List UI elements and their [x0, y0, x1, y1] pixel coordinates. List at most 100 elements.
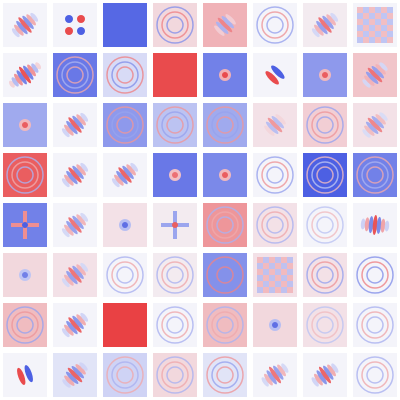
filter-tile: [103, 353, 147, 397]
filter-tile: [103, 153, 147, 197]
filter-image: [53, 53, 97, 97]
filter-tile: [103, 53, 147, 97]
filter-image: [53, 153, 97, 197]
filter-image: [353, 353, 397, 397]
filter-image: [253, 53, 297, 97]
filter-tile: [53, 353, 97, 397]
filter-image: [203, 303, 247, 347]
filter-tile: [53, 3, 97, 47]
filter-tile: [203, 53, 247, 97]
filter-image: [203, 203, 247, 247]
filter-image: [303, 203, 347, 247]
filter-image: [103, 3, 147, 47]
filter-tile: [153, 303, 197, 347]
filter-tile: [203, 203, 247, 247]
filter-image: [53, 253, 97, 297]
filter-tile: [53, 153, 97, 197]
filter-image: [3, 153, 47, 197]
filter-image: [3, 53, 47, 97]
filter-image: [353, 53, 397, 97]
filter-tile: [153, 353, 197, 397]
filter-image: [303, 53, 347, 97]
filter-image: [53, 103, 97, 147]
filter-tile: [203, 3, 247, 47]
filter-image: [153, 53, 197, 97]
filter-tile: [3, 153, 47, 197]
filter-tile: [203, 153, 247, 197]
filter-tile: [353, 253, 397, 297]
filter-image: [103, 153, 147, 197]
filter-image: [153, 3, 197, 47]
filter-image: [353, 303, 397, 347]
filter-image: [153, 353, 197, 397]
filter-tile: [53, 103, 97, 147]
filter-tile: [153, 203, 197, 247]
filter-tile: [203, 303, 247, 347]
filter-tile: [153, 3, 197, 47]
filter-image: [253, 303, 297, 347]
filter-image: [3, 103, 47, 147]
filter-image: [3, 253, 47, 297]
filter-tile: [53, 203, 97, 247]
filter-tile: [3, 203, 47, 247]
filter-tile: [53, 53, 97, 97]
filter-tile: [3, 53, 47, 97]
filter-image: [153, 103, 197, 147]
filter-image: [303, 103, 347, 147]
filter-tile: [3, 353, 47, 397]
filter-image: [353, 203, 397, 247]
filter-tile: [253, 353, 297, 397]
filter-tile: [353, 53, 397, 97]
filter-tile: [203, 103, 247, 147]
filter-image: [303, 353, 347, 397]
filter-tile: [153, 53, 197, 97]
filter-image: [103, 253, 147, 297]
filter-tile: [303, 353, 347, 397]
filter-tile: [53, 303, 97, 347]
filter-image: [353, 153, 397, 197]
filter-tile: [203, 353, 247, 397]
filter-image: [103, 53, 147, 97]
filter-image: [153, 303, 197, 347]
filter-tile: [303, 153, 347, 197]
filter-tile: [303, 103, 347, 147]
filter-image: [103, 353, 147, 397]
filter-image: [153, 203, 197, 247]
filter-image: [253, 253, 297, 297]
filter-image: [253, 153, 297, 197]
filter-tile: [153, 153, 197, 197]
filter-image: [3, 353, 47, 397]
filter-tile: [3, 303, 47, 347]
filter-tile: [303, 53, 347, 97]
filter-image: [203, 153, 247, 197]
filter-tile: [3, 253, 47, 297]
filter-tile: [103, 203, 147, 247]
filter-tile: [3, 103, 47, 147]
filter-image: [253, 203, 297, 247]
filter-image: [53, 303, 97, 347]
filter-tile: [153, 103, 197, 147]
filter-tile: [253, 3, 297, 47]
filter-image: [103, 303, 147, 347]
filter-tile: [353, 153, 397, 197]
filter-tile: [303, 303, 347, 347]
filter-image: [303, 3, 347, 47]
filter-image: [103, 103, 147, 147]
filter-image: [203, 53, 247, 97]
filter-tile: [253, 203, 297, 247]
filter-image: [203, 253, 247, 297]
filter-image: [203, 103, 247, 147]
filter-tile: [253, 103, 297, 147]
filter-tile: [253, 303, 297, 347]
filter-image: [203, 3, 247, 47]
filter-image: [253, 3, 297, 47]
filter-image: [3, 303, 47, 347]
filter-tile: [253, 53, 297, 97]
filter-image: [53, 353, 97, 397]
filter-image: [303, 153, 347, 197]
filter-tile: [103, 253, 147, 297]
filter-image: [303, 253, 347, 297]
filter-tile: [103, 303, 147, 347]
filter-tile: [353, 3, 397, 47]
filter-tile: [353, 203, 397, 247]
